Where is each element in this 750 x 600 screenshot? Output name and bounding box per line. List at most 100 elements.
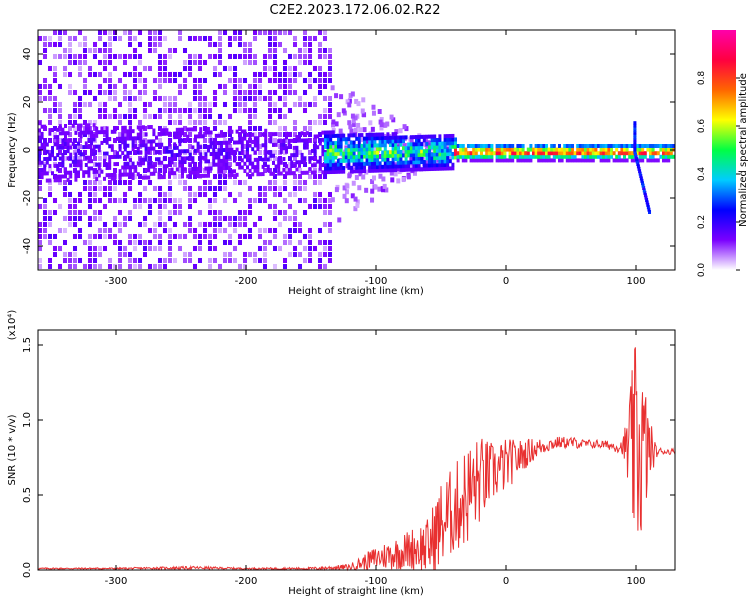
spectrogram-cell — [88, 246, 92, 251]
spectrogram-cell — [360, 151, 364, 156]
spectrogram-cell — [321, 152, 325, 157]
spectrogram-cell — [113, 172, 117, 177]
spectrogram-cell — [173, 234, 177, 239]
spectrogram-cell — [64, 174, 67, 179]
spectrogram-cell — [337, 144, 340, 149]
spectrogram-cell — [485, 147, 489, 152]
spectrogram-cell — [324, 159, 327, 164]
spectrogram-cell — [293, 180, 297, 185]
spectrogram-cell — [409, 145, 413, 150]
spectrogram-cell — [68, 252, 72, 257]
spectrogram-cell — [74, 130, 78, 135]
spectrogram-cell — [662, 144, 665, 148]
spectrogram-cell — [118, 154, 122, 159]
spectrogram-cell — [328, 246, 332, 251]
spectrogram-cell — [508, 151, 512, 156]
spectrogram-cell — [401, 150, 406, 156]
spectrogram-cell — [383, 150, 387, 155]
spectrogram-cell — [498, 154, 502, 159]
spectrogram-cell — [118, 258, 122, 263]
spectrogram-cell — [118, 210, 122, 215]
spectrogram-cell — [354, 174, 359, 180]
spectrogram-cell — [351, 118, 356, 124]
spectrogram-cell — [212, 151, 216, 156]
spectrogram-cell — [173, 156, 177, 161]
spectrogram-cell — [128, 30, 132, 35]
spectrogram-cell — [222, 158, 226, 163]
spectrogram-cell — [48, 156, 52, 161]
spectrogram-cell — [253, 143, 257, 148]
spectrogram-cell — [113, 154, 117, 159]
spectrogram-cell — [213, 222, 217, 227]
spectrogram-cell — [178, 234, 182, 239]
spectrogram-cell — [240, 129, 244, 134]
spectrogram-cell — [199, 173, 203, 178]
spectrogram-cell — [273, 66, 277, 71]
spectrogram-cell — [203, 222, 207, 227]
spectrogram-cell — [199, 152, 203, 157]
spectrogram-cell — [558, 144, 561, 148]
spectrogram-cell — [199, 145, 203, 150]
spectrogram-cell — [53, 138, 57, 143]
spectrogram-cell — [420, 134, 424, 139]
spectrogram-cell — [534, 144, 538, 148]
spectrogram-cell — [186, 127, 190, 132]
spectrogram-cell — [383, 143, 387, 148]
spectrogram-cell — [360, 147, 364, 152]
spectrogram-cell — [313, 192, 317, 197]
spectrogram-cell — [303, 258, 307, 263]
spectrogram-cell — [635, 159, 639, 164]
spectrogram-cell — [272, 171, 275, 176]
spectrogram-cell — [198, 54, 202, 59]
spectrogram-cell — [183, 149, 187, 154]
spectrogram-cell — [430, 138, 434, 143]
spectrogram-cell — [88, 72, 92, 77]
spectrogram-cell — [269, 153, 273, 158]
spectrogram-cell — [253, 36, 257, 41]
spectrogram-cell — [228, 66, 232, 71]
spectrogram-cell — [480, 144, 483, 148]
spectrogram-cell — [108, 192, 112, 197]
spectrogram-cell — [500, 154, 504, 159]
spectrogram-cell — [160, 131, 164, 136]
spectrogram-cell — [264, 143, 268, 148]
spectrogram-cell — [649, 147, 652, 152]
spectrogram-cell — [248, 210, 252, 215]
spectrogram-cell — [355, 144, 359, 149]
spectrogram-cell — [258, 150, 262, 155]
spectrogram-cell — [664, 158, 668, 163]
spectrogram-cell — [438, 159, 442, 164]
spectrogram-cell — [368, 158, 372, 163]
spectrogram-cell — [222, 173, 226, 178]
spectrogram-cell — [300, 131, 304, 136]
spectrogram-cell — [98, 168, 102, 173]
spectrogram-cell — [238, 78, 242, 83]
spectrogram-cell — [648, 210, 652, 214]
spectrogram-cell — [308, 138, 312, 143]
spectrogram-cell — [308, 167, 312, 172]
spectrogram-cell — [285, 135, 288, 140]
spectrogram-cell — [108, 173, 112, 178]
spectrogram-cell — [133, 234, 137, 239]
spectrogram-cell — [261, 172, 265, 177]
spectrogram-cell — [435, 166, 439, 171]
spectrogram-y-label: Frequency (Hz) — [7, 112, 18, 188]
spectrogram-cell — [183, 84, 187, 89]
spectrogram-cell — [495, 147, 499, 152]
spectrogram-cell — [283, 114, 287, 119]
spectrogram-cell — [123, 90, 127, 95]
spectrogram-cell — [379, 122, 384, 128]
spectrogram-cell — [110, 173, 114, 178]
spectrogram-cell — [118, 120, 122, 125]
spectrogram-cell — [149, 161, 153, 166]
spectrogram-cell — [409, 142, 413, 147]
spectrogram-cell — [188, 120, 192, 125]
spectrogram-cell — [654, 158, 658, 163]
spectrogram-cell — [199, 127, 203, 132]
spectrogram-cell — [328, 60, 332, 65]
spectrogram-cell — [93, 180, 97, 185]
spectrogram-cell — [228, 54, 232, 59]
spectrogram-cell — [298, 180, 302, 185]
spectrogram-cell — [511, 151, 515, 156]
spectrogram-cell — [337, 162, 340, 167]
